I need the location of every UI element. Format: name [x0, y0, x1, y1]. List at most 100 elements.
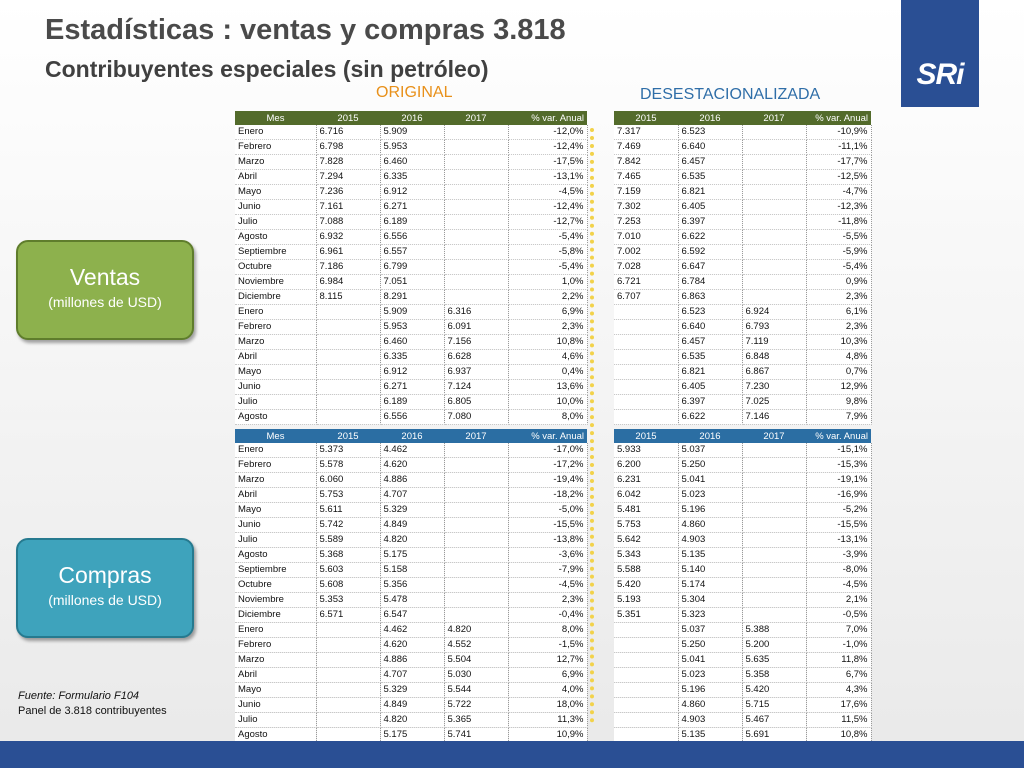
- table-cell: Mayo: [235, 502, 317, 518]
- table-cell: -5,5%: [806, 229, 872, 245]
- table-cell: 6.535: [678, 349, 743, 365]
- table-cell: -12,4%: [508, 199, 588, 215]
- table-cell: 2,3%: [508, 592, 588, 608]
- table-cell: 4.849: [380, 697, 445, 713]
- table-cell: 4.462: [380, 443, 445, 458]
- table-cell: 7.159: [614, 184, 679, 200]
- table-cell: 6.640: [678, 319, 743, 335]
- table-cell: 10,3%: [806, 334, 872, 350]
- table-cell: [614, 364, 679, 380]
- table-cell: Octubre: [235, 259, 317, 275]
- table-cell: 4.820: [380, 532, 445, 548]
- table-cell: 7.230: [742, 379, 807, 395]
- table-cell: [742, 184, 807, 200]
- bottom-brand-bar: [0, 741, 1024, 768]
- table-cell: Enero: [235, 125, 317, 140]
- table-cell: 5.420: [742, 682, 807, 698]
- table-cell: Septiembre: [235, 562, 317, 578]
- table-row: Noviembre 5.353 5.478 2,3%: [235, 592, 588, 608]
- table-cell: 0,4%: [508, 364, 588, 380]
- table-cell: [742, 487, 807, 503]
- compras-desestacionalizada-table: 2015 2016 2017 % var. Anual 5.933 5.037 -1…: [614, 429, 872, 743]
- table-cell: 6.231: [614, 472, 679, 488]
- table-cell: 5.250: [678, 457, 743, 473]
- table-cell: 7.302: [614, 199, 679, 215]
- table-cell: 6.716: [316, 125, 381, 140]
- table-cell: [316, 667, 381, 683]
- table-cell: 5.578: [316, 457, 381, 473]
- table-cell: 7.161: [316, 199, 381, 215]
- table-cell: [742, 502, 807, 518]
- table-cell: 4.820: [380, 712, 445, 728]
- table-row: Mayo 7.236 6.912 -4,5%: [235, 184, 588, 200]
- table-cell: -5,4%: [508, 229, 588, 245]
- table-row: 6.707 6.863 2,3%: [614, 289, 872, 305]
- table-cell: [444, 229, 509, 245]
- table-cell: 5.611: [316, 502, 381, 518]
- table-cell: Enero: [235, 622, 317, 638]
- table-cell: -13,8%: [508, 532, 588, 548]
- ventas-title: Ventas: [69, 264, 141, 290]
- table-cell: 11,8%: [806, 652, 872, 668]
- table-cell: [444, 532, 509, 548]
- table-row: 7.465 6.535 -12,5%: [614, 169, 872, 185]
- table-row: 5.250 5.200 -1,0%: [614, 637, 872, 653]
- table-cell: Marzo: [235, 472, 317, 488]
- table-cell: 6.060: [316, 472, 381, 488]
- table-cell: 6,1%: [806, 304, 872, 320]
- column-header-2015: 2015: [614, 111, 678, 125]
- table-cell: 6.556: [380, 409, 445, 425]
- table-cell: [444, 502, 509, 518]
- table-cell: 6.924: [742, 304, 807, 320]
- table-cell: 6.316: [444, 304, 509, 320]
- table-cell: 5.420: [614, 577, 679, 593]
- table-cell: 5.030: [444, 667, 509, 683]
- table-cell: 5.478: [380, 592, 445, 608]
- table-cell: 5.603: [316, 562, 381, 578]
- table-cell: 7.294: [316, 169, 381, 185]
- table-row: Mayo 6.912 6.937 0,4%: [235, 364, 588, 380]
- table-row: 5.753 4.860 -15,5%: [614, 517, 872, 533]
- table-row: 6.231 5.041 -19,1%: [614, 472, 872, 488]
- table-cell: 2,3%: [508, 319, 588, 335]
- table-row: 5.196 5.420 4,3%: [614, 682, 872, 698]
- table-cell: 11,3%: [508, 712, 588, 728]
- table-cell: [614, 622, 679, 638]
- table-row: 5.588 5.140 -8,0%: [614, 562, 872, 578]
- table-cell: 6.457: [678, 154, 743, 170]
- table-row: Noviembre 6.984 7.051 1,0%: [235, 274, 588, 290]
- table-cell: 5.722: [444, 697, 509, 713]
- table-cell: 7.186: [316, 259, 381, 275]
- table-cell: 7.842: [614, 154, 679, 170]
- table-cell: -12,7%: [508, 214, 588, 230]
- table-cell: [742, 472, 807, 488]
- table-cell: 4.849: [380, 517, 445, 533]
- table-cell: 5.588: [614, 562, 679, 578]
- table-cell: -19,4%: [508, 472, 588, 488]
- table-cell: Mayo: [235, 682, 317, 698]
- table-cell: 2,1%: [806, 592, 872, 608]
- table-cell: 7.156: [444, 334, 509, 350]
- table-cell: [614, 394, 679, 410]
- table-cell: [742, 244, 807, 260]
- table-cell: 4.552: [444, 637, 509, 653]
- table-cell: [316, 319, 381, 335]
- table-row: 6.457 7.119 10,3%: [614, 334, 872, 350]
- table-row: 7.159 6.821 -4,7%: [614, 184, 872, 200]
- table-cell: 4,8%: [806, 349, 872, 365]
- table-cell: 5.037: [678, 443, 743, 458]
- table-cell: 6.798: [316, 139, 381, 155]
- table-row: 7.253 6.397 -11,8%: [614, 214, 872, 230]
- table-cell: [444, 443, 509, 458]
- table-cell: [444, 169, 509, 185]
- table-cell: 4.903: [678, 532, 743, 548]
- table-cell: -17,5%: [508, 154, 588, 170]
- table-cell: 5.368: [316, 547, 381, 563]
- table-row: 5.481 5.196 -5,2%: [614, 502, 872, 518]
- table-header-row: Mes 2015 2016 2017 % var. Anual: [235, 429, 587, 443]
- table-cell: [444, 487, 509, 503]
- table-cell: 6.912: [380, 364, 445, 380]
- table-row: 5.037 5.388 7,0%: [614, 622, 872, 638]
- table-cell: Febrero: [235, 457, 317, 473]
- table-cell: [614, 319, 679, 335]
